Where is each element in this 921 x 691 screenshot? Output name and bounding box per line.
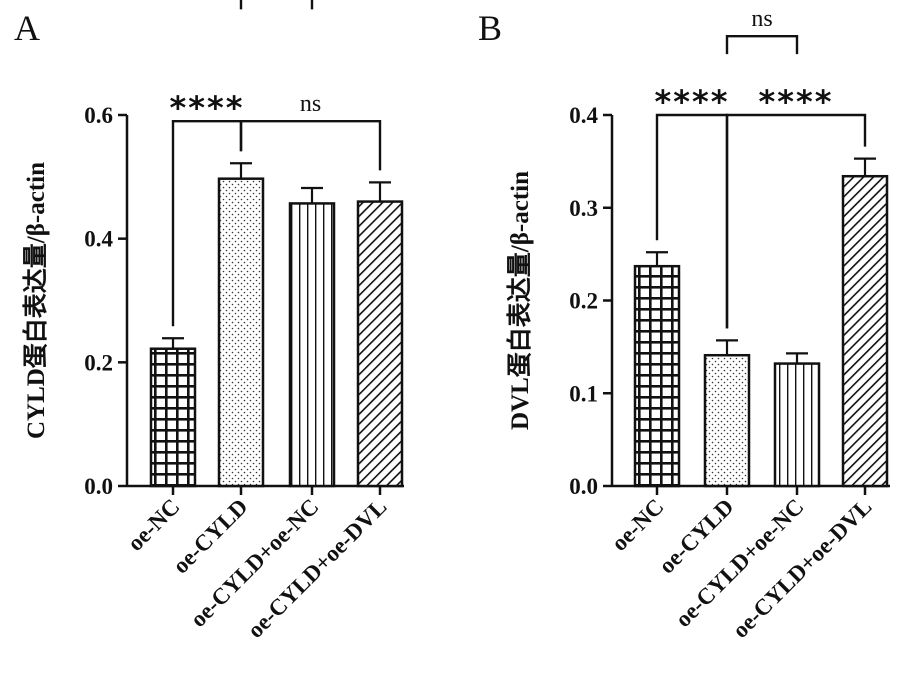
category-label: oe-NC (123, 494, 185, 556)
significance-label: **** (759, 83, 834, 121)
significance-label: **** (170, 89, 245, 127)
y-tick-label: 0.0 (84, 474, 113, 499)
y-axis-label: DVL蛋白表达量/β-actin (505, 171, 534, 430)
significance-bracket (725, 113, 867, 329)
y-tick-label: 0.1 (569, 381, 598, 406)
bar-2 (288, 202, 336, 488)
bar-0 (633, 264, 681, 488)
y-tick-label: 0.2 (84, 350, 113, 375)
category-label: oe-CYLD+oe-NC (185, 494, 323, 632)
significance-bracket (239, 119, 382, 171)
panel-a: A CYLD蛋白表达量/β-actin 0.0 0.2 0.4 0.6 oe-NCoe-CY… (14, 0, 404, 643)
bar-1 (217, 177, 265, 488)
significance-bracket (725, 34, 799, 55)
significance-label: ns (300, 91, 321, 117)
y-tick-label: 0.4 (569, 103, 598, 128)
y-tick-label: 0.3 (569, 196, 598, 221)
y-tick-label: 0.6 (84, 103, 113, 128)
panel-b: B DVL蛋白表达量/β-actin 0.0 0.1 0.2 0.3 0.4 oe-NCoe-… (478, 6, 890, 643)
significance-label: **** (655, 83, 730, 121)
bar-1 (703, 353, 751, 488)
category-label: oe-CYLD+oe-NC (670, 494, 808, 632)
y-tick-label: 0.2 (569, 289, 598, 314)
significance-bracket (239, 0, 314, 10)
significance-label: ns (751, 6, 772, 32)
panel-letter: B (478, 8, 502, 48)
category-label: oe-NC (607, 494, 669, 556)
bar-3 (841, 174, 889, 488)
y-axis-label: CYLD蛋白表达量/β-actin (21, 162, 50, 439)
bar-0 (149, 347, 197, 488)
panel-letter: A (14, 8, 40, 48)
bar-2 (773, 362, 821, 488)
bar-3 (356, 200, 404, 488)
y-tick-label: 0.0 (569, 474, 598, 499)
y-tick-label: 0.4 (84, 227, 113, 252)
